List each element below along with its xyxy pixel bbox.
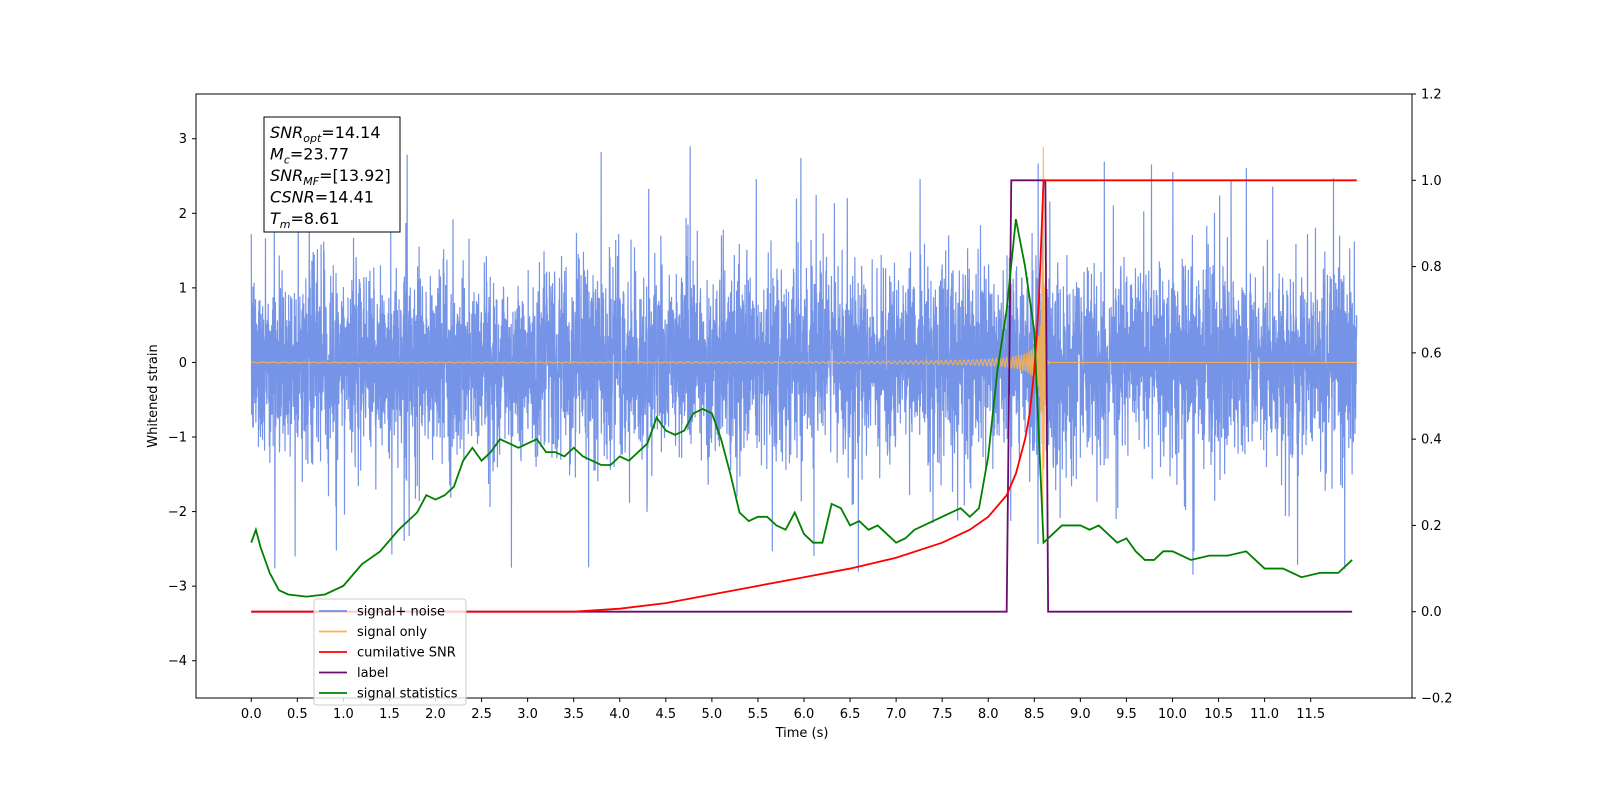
series-signal-noise-line	[250, 146, 1358, 575]
x-tick-label: 0.0	[241, 707, 262, 722]
x-tick-label: 4.0	[609, 707, 630, 722]
x-tick-label: 3.5	[563, 707, 584, 722]
x-axis: 0.0 0.5 1.0 1.5 2.0 2.5 3.0 3.5 4.0 4.5 5.0 5.5 6.0 6…	[241, 698, 1325, 722]
x-tick-label: 10.0	[1158, 707, 1187, 722]
x-tick-label: 11.5	[1296, 707, 1325, 722]
annotation-line: CSNR=14.41	[270, 188, 374, 207]
legend: signal+ noise signal only cumilative SNR la…	[313, 598, 467, 706]
legend-entry: signal only	[357, 625, 427, 640]
x-tick-label: 7.5	[932, 707, 953, 722]
annotation-frame	[263, 116, 401, 233]
y-tick-label: 0	[179, 356, 187, 371]
annotation-line: SNRMF=[13.92]	[270, 166, 391, 188]
x-tick-label: 6.5	[840, 707, 861, 722]
x-tick-label: 0.5	[287, 707, 308, 722]
x-tick-label: 9.5	[1116, 707, 1137, 722]
x-tick-label: 1.0	[333, 707, 354, 722]
legend-entry: label	[357, 666, 388, 681]
annotation-line: Mc=23.77	[270, 145, 349, 167]
legend-frame	[313, 598, 467, 706]
y-tick-label: −2	[168, 505, 187, 520]
y2-tick-label: 0.4	[1421, 433, 1442, 448]
x-tick-label: 10.5	[1204, 707, 1233, 722]
y-tick-label: −3	[168, 580, 187, 595]
y-tick-label: 1	[179, 281, 187, 296]
x-tick-label: 7.0	[886, 707, 907, 722]
y2-tick-label: 0.8	[1421, 260, 1442, 275]
x-tick-label: 8.5	[1024, 707, 1045, 722]
annotation-box: SNRopt=14.14Mc=23.77SNRMF=[13.92]CSNR=14…	[263, 116, 401, 233]
x-tick-label: 8.0	[978, 707, 999, 722]
y2-tick-label: 0.0	[1421, 605, 1442, 620]
series-signal-statistics-line	[250, 218, 1353, 598]
x-tick-label: 3.0	[517, 707, 538, 722]
x-tick-label: 6.0	[794, 707, 815, 722]
x-tick-label: 5.5	[748, 707, 769, 722]
x-tick-label: 1.5	[379, 707, 400, 722]
x-tick-label: 2.0	[425, 707, 446, 722]
annotation-line: Tm=8.61	[270, 209, 340, 231]
y-tick-label: 2	[179, 207, 187, 222]
x-tick-label: 9.0	[1070, 707, 1091, 722]
x-tick-label: 11.0	[1250, 707, 1279, 722]
y-axis-left: −4 −3 −2 −1 0 1 2 3	[168, 132, 196, 669]
x-tick-label: 5.0	[702, 707, 723, 722]
annotation-line: SNRopt=14.14	[270, 123, 381, 145]
y2-tick-label: 1.0	[1421, 174, 1442, 189]
y2-tick-label: 0.6	[1421, 346, 1442, 361]
series-label-line	[251, 179, 1353, 613]
y-axis-right: −0.2 0.0 0.2 0.4 0.6 0.8 1.0 1.2	[1412, 88, 1453, 707]
x-axis-label: Time (s)	[775, 726, 829, 741]
y2-tick-label: 1.2	[1421, 88, 1442, 103]
series-cumulative-snr-line	[251, 179, 1357, 613]
x-tick-label: 2.5	[471, 707, 492, 722]
y-tick-label: −4	[168, 654, 187, 669]
y2-tick-label: 0.2	[1421, 519, 1442, 534]
legend-entry: cumilative SNR	[357, 646, 456, 661]
y-axis-label: Whitened strain	[146, 344, 161, 447]
series-signal-only-line	[251, 146, 1357, 514]
plot-area	[250, 146, 1358, 613]
y-tick-label: −1	[168, 431, 187, 446]
x-tick-label: 4.5	[655, 707, 676, 722]
legend-entry: signal+ noise	[357, 605, 445, 620]
legend-entry: signal statistics	[357, 687, 458, 702]
y-tick-label: 3	[179, 132, 187, 147]
y2-tick-label: −0.2	[1421, 692, 1453, 707]
